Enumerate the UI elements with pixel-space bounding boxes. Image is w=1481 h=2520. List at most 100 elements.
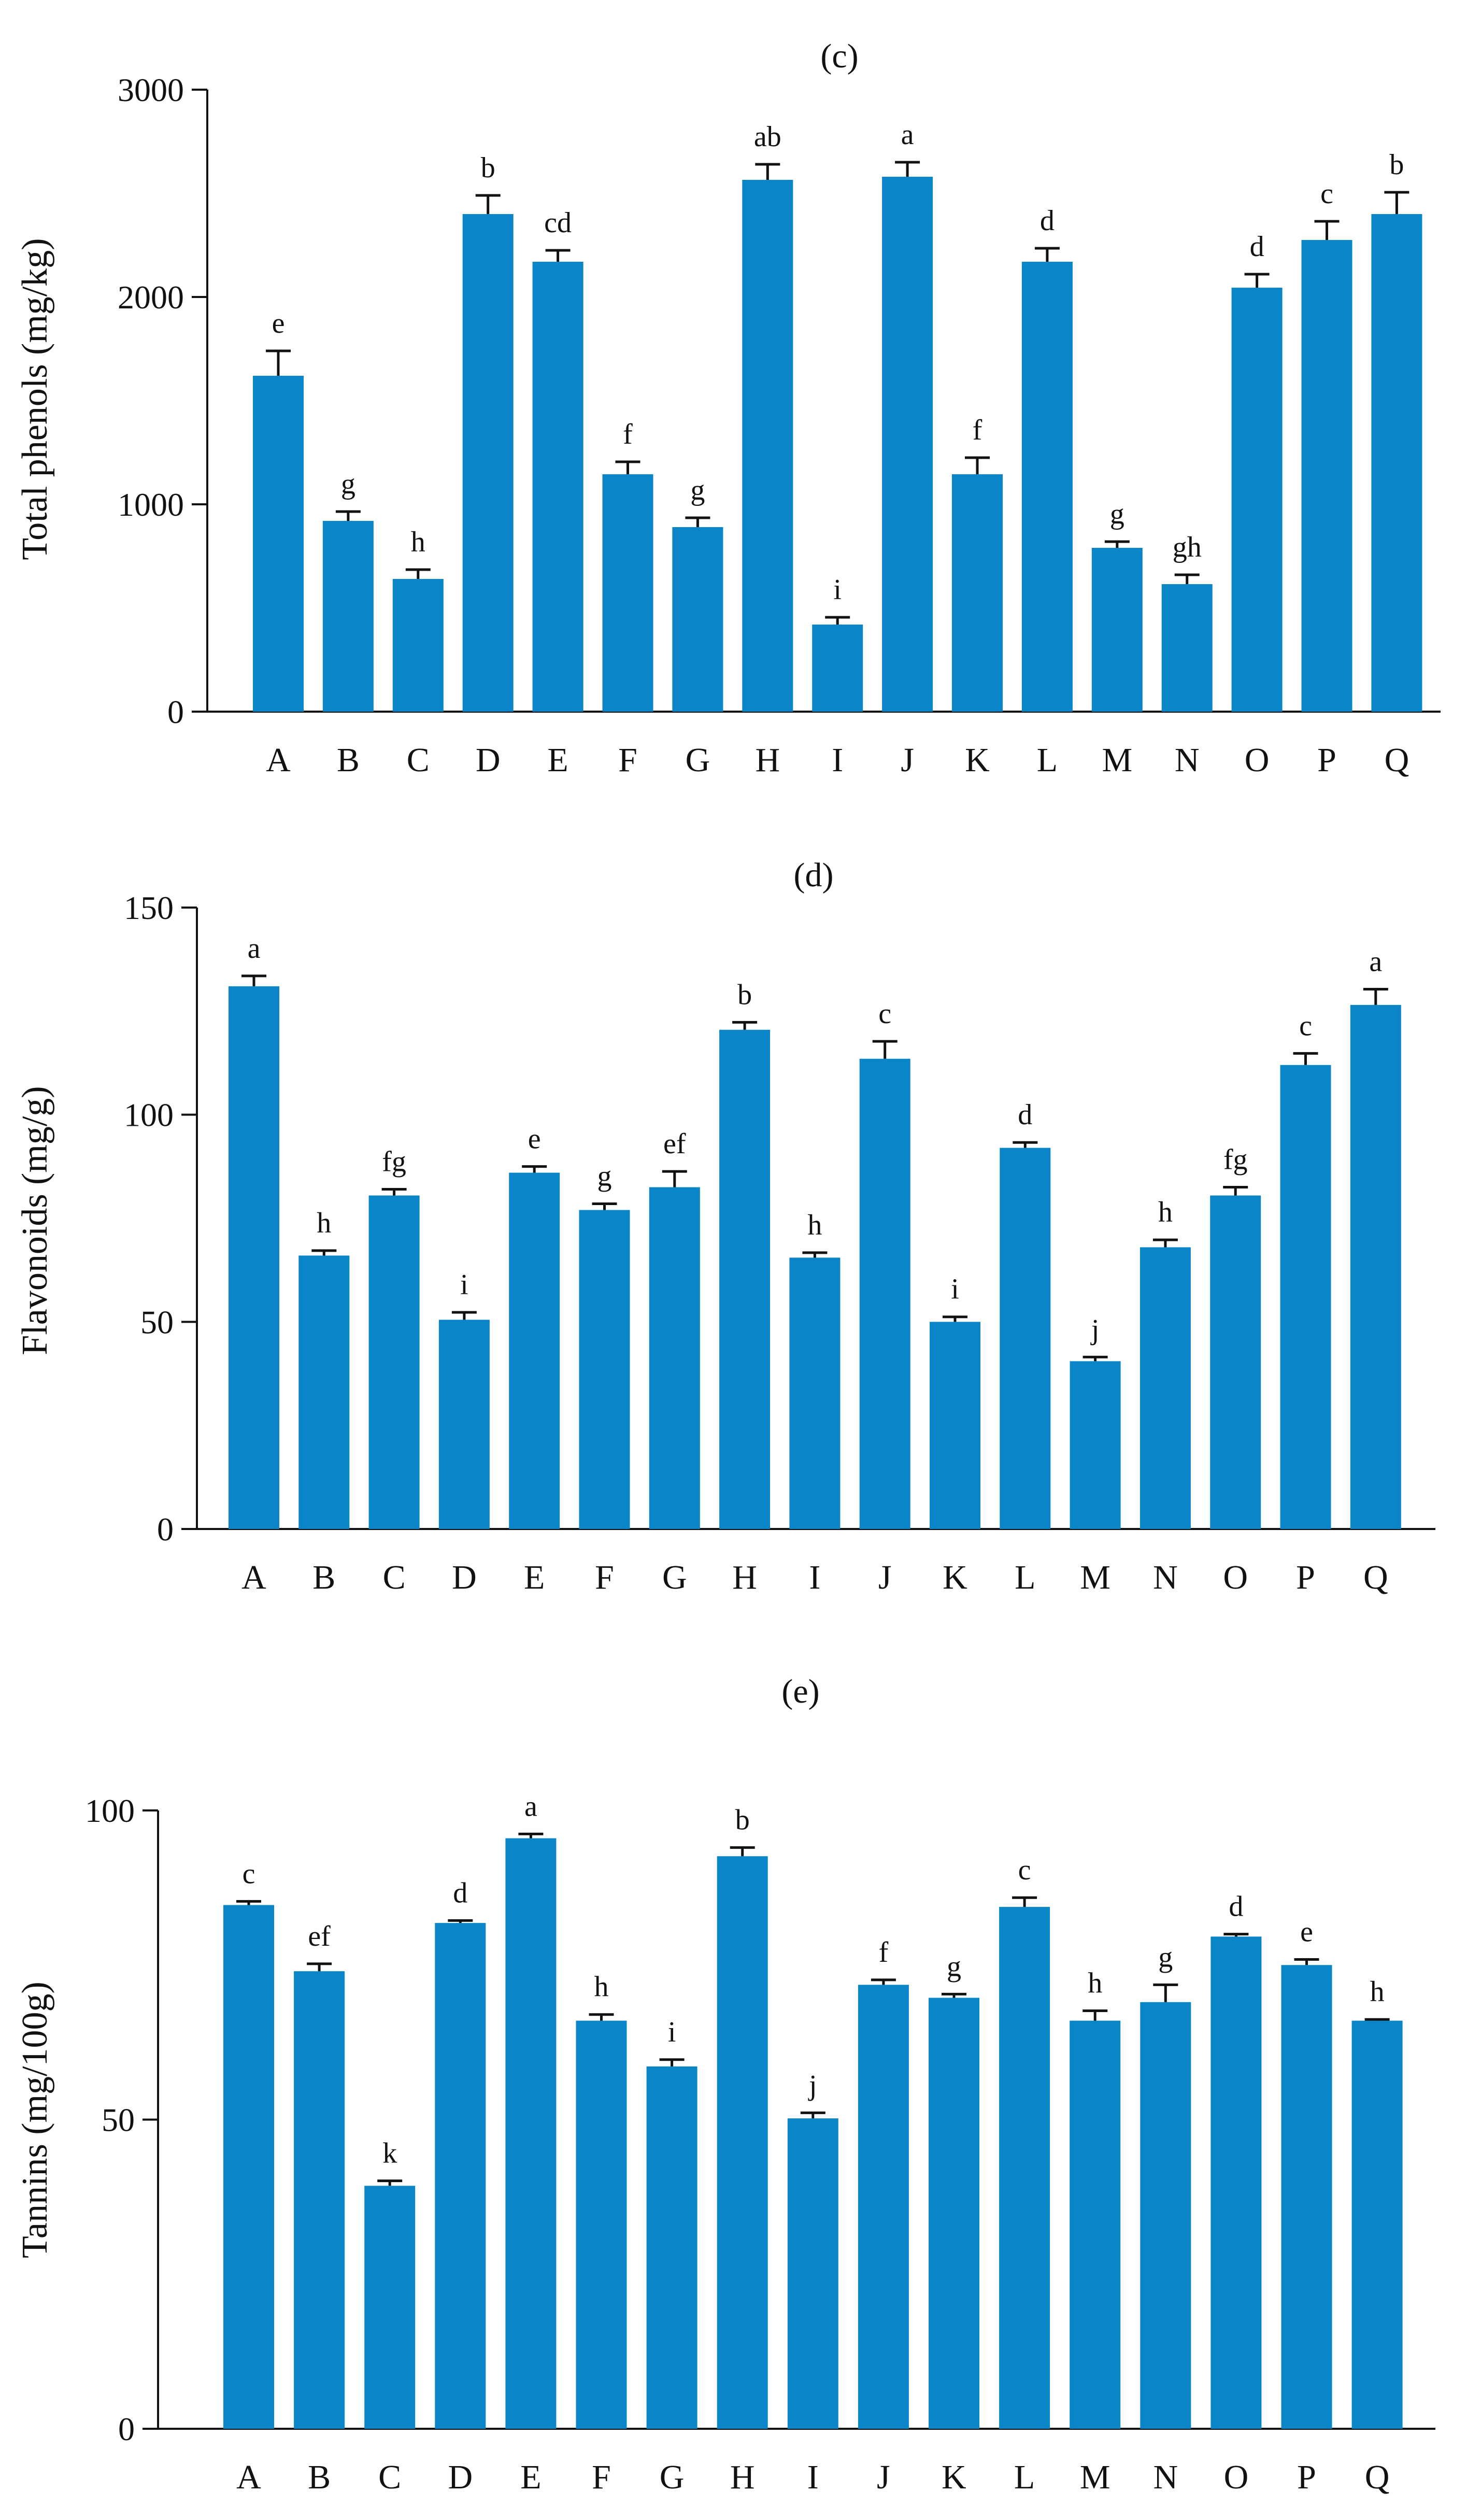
panel-e-bar-H: [717, 1856, 768, 2429]
panel-e-x-label-L: L: [1014, 2458, 1035, 2496]
panel-e-bar-A: [223, 1905, 274, 2429]
panel-d-y-tick-label-0: 0: [157, 1511, 174, 1548]
panel-e-significance-E: a: [524, 1790, 537, 1822]
panel-e-x-label-P: P: [1297, 2458, 1316, 2496]
panel-c-x-label-N: N: [1175, 741, 1200, 779]
panel-c-x-label-P: P: [1317, 741, 1336, 779]
panel-c-bar-I: [812, 625, 863, 712]
panel-d-bar-O: [1210, 1195, 1261, 1529]
panel-e-significance-D: d: [453, 1877, 467, 1909]
panel-e-y-axis-title: Tannins (mg/100g): [15, 1981, 55, 2258]
panel-d-x-label-K: K: [943, 1559, 967, 1596]
panel-c-significance-I: i: [833, 574, 842, 606]
panel-c-bar-Q: [1371, 214, 1422, 712]
panel-e-x-label-I: I: [807, 2458, 819, 2496]
panel-d-significance-B: h: [317, 1207, 331, 1239]
panel-e-bar-G: [646, 2066, 697, 2429]
panel-d-x-label-C: C: [383, 1559, 406, 1596]
panel-d-x-label-Q: Q: [1363, 1559, 1388, 1596]
panel-c-x-label-C: C: [407, 741, 430, 779]
panel-d-significance-L: d: [1018, 1099, 1032, 1131]
panel-d-x-label-I: I: [809, 1559, 820, 1596]
panel-e-y-tick-label-0: 0: [118, 2411, 135, 2447]
panel-c-y-tick-label-2: 2000: [118, 279, 184, 316]
panel-d-significance-M: j: [1090, 1313, 1100, 1346]
panel-c-bar-M: [1091, 548, 1143, 712]
panel-d-significance-Q: a: [1369, 945, 1382, 978]
panel-d-significance-F: g: [597, 1160, 612, 1193]
panel-d-significance-H: b: [737, 979, 752, 1011]
panel-e-significance-J: f: [879, 1936, 889, 1969]
panel-c-significance-H: ab: [754, 121, 781, 153]
panel-d-bar-M: [1070, 1361, 1121, 1529]
panel-e-x-label-F: F: [592, 2458, 611, 2496]
panel-c-significance-J: a: [901, 119, 914, 151]
panel-d-significance-O: fg: [1223, 1144, 1248, 1176]
panel-c-x-label-J: J: [901, 741, 914, 779]
panel-d-x-label-F: F: [595, 1559, 614, 1596]
panel-c-significance-E: cd: [544, 207, 572, 239]
panel-d-x-label-L: L: [1015, 1559, 1035, 1596]
panel-d-bar-J: [859, 1058, 910, 1529]
panel-d-y-tick-label-1: 50: [140, 1304, 174, 1340]
panel-d-significance-C: fg: [382, 1146, 406, 1178]
panel-d-bar-G: [649, 1187, 700, 1529]
panel-e-bar-D: [435, 1923, 486, 2429]
panel-d-bar-I: [789, 1257, 841, 1529]
panel-c-x-label-B: B: [337, 741, 360, 779]
panel-e-significance-G: i: [668, 2016, 676, 2048]
panel-e-bar-B: [294, 1971, 345, 2429]
panel-c-bar-F: [602, 474, 653, 712]
panel-e-x-label-M: M: [1080, 2458, 1110, 2496]
panel-e-y-tick-label-2: 100: [85, 1792, 135, 1829]
panel-e-significance-M: h: [1088, 1967, 1102, 2000]
panel-c-x-label-E: E: [547, 741, 568, 779]
panel-c-x-label-Q: Q: [1385, 741, 1409, 779]
panel-e-x-label-N: N: [1153, 2458, 1178, 2496]
panel-e-significance-Q: h: [1370, 1976, 1385, 2008]
panel-e-significance-N: g: [1158, 1941, 1173, 1973]
panel-c: (c) Total phenols (mg/kg) 0100020003000 …: [15, 37, 1441, 779]
panel-d: (d) Flavonoids (mg/g) 0 50 100 150 A B C D E F G H…: [15, 856, 1435, 1596]
panel-d-title: (d): [794, 856, 834, 894]
panel-e-significance-O: d: [1229, 1891, 1243, 1923]
panel-c-significance-B: g: [341, 468, 355, 500]
panel-c-bar-E: [532, 262, 583, 712]
panel-d-x-label-M: M: [1080, 1559, 1110, 1596]
panel-d-bar-P: [1280, 1065, 1331, 1529]
panel-e-significance-F: h: [594, 1971, 609, 2003]
panel-e-x-label-O: O: [1224, 2458, 1249, 2496]
panel-d-significance-J: c: [878, 998, 891, 1030]
panel-c-bar-J: [882, 177, 933, 712]
panel-e-x-label-K: K: [942, 2458, 966, 2496]
panel-d-x-label-B: B: [312, 1559, 335, 1596]
panel-c-bar-H: [742, 180, 793, 712]
panel-d-significance-N: h: [1158, 1196, 1173, 1228]
panel-e-x-label-H: H: [730, 2458, 755, 2496]
panel-e-significance-C: k: [382, 2137, 397, 2170]
panel-d-x-label-D: D: [452, 1559, 477, 1596]
panel-d-y-axis-title: Flavonoids (mg/g): [15, 1086, 55, 1355]
panel-c-title: (c): [820, 37, 858, 75]
panel-e-title: (e): [781, 1673, 819, 1710]
panel-e-significance-H: b: [735, 1804, 750, 1836]
panel-c-bar-B: [322, 521, 374, 712]
panel-c-x-label-F: F: [618, 741, 637, 779]
panel-e-bar-O: [1211, 1936, 1262, 2429]
panel-d-significance-D: i: [460, 1269, 468, 1301]
panel-e-significance-A: c: [243, 1858, 255, 1890]
panel-d-bar-B: [298, 1255, 350, 1529]
panel-e-significance-P: e: [1300, 1916, 1313, 1948]
panel-c-bar-C: [392, 579, 444, 712]
panel-c-significance-O: d: [1250, 231, 1264, 263]
panel-d-bar-F: [579, 1210, 630, 1529]
panel-d-significance-A: a: [248, 932, 261, 965]
panel-d-x-label-H: H: [732, 1559, 757, 1596]
panel-e: (e) Tannins (mg/100g) 0 50 100 A B C D E F G H I J K…: [15, 1673, 1435, 2496]
panel-d-significance-I: h: [807, 1209, 822, 1241]
panel-c-bar-P: [1301, 240, 1352, 712]
panel-e-x-label-A: A: [236, 2458, 261, 2496]
panel-e-bar-I: [787, 2118, 838, 2429]
panel-d-x-label-J: J: [878, 1559, 892, 1596]
